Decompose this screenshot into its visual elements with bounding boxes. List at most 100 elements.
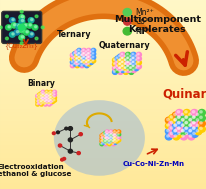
Circle shape <box>82 62 86 66</box>
Circle shape <box>115 64 119 69</box>
Bar <box>0 7 206 8</box>
Circle shape <box>107 131 111 135</box>
Circle shape <box>173 130 176 132</box>
Circle shape <box>40 92 41 94</box>
Circle shape <box>168 120 175 126</box>
Bar <box>0 71 206 72</box>
Circle shape <box>51 94 54 98</box>
Circle shape <box>112 62 117 67</box>
Circle shape <box>91 52 95 56</box>
Circle shape <box>197 120 204 127</box>
Circle shape <box>40 103 42 105</box>
Circle shape <box>123 62 128 67</box>
Bar <box>0 87 206 88</box>
Circle shape <box>107 134 111 137</box>
Bar <box>0 174 206 175</box>
Circle shape <box>27 23 32 28</box>
Circle shape <box>87 52 91 56</box>
Circle shape <box>111 137 115 140</box>
Bar <box>0 8 206 9</box>
Bar <box>0 55 206 56</box>
Circle shape <box>179 112 186 118</box>
Circle shape <box>113 133 117 136</box>
Bar <box>0 11 206 12</box>
Circle shape <box>109 139 112 142</box>
Circle shape <box>115 65 117 67</box>
Circle shape <box>43 97 47 101</box>
Circle shape <box>129 63 131 64</box>
Bar <box>0 58 206 59</box>
Bar <box>0 57 206 58</box>
Circle shape <box>49 99 51 101</box>
Circle shape <box>35 37 38 40</box>
Circle shape <box>134 63 136 65</box>
Bar <box>0 181 206 182</box>
Circle shape <box>131 68 136 73</box>
Circle shape <box>26 31 28 33</box>
Circle shape <box>113 67 115 68</box>
Circle shape <box>173 129 176 132</box>
Circle shape <box>117 131 118 132</box>
Circle shape <box>128 66 133 71</box>
Circle shape <box>78 56 80 57</box>
Circle shape <box>49 96 52 99</box>
Circle shape <box>71 57 73 59</box>
Circle shape <box>87 62 91 66</box>
Circle shape <box>48 98 49 99</box>
Circle shape <box>124 71 126 72</box>
Bar <box>0 20 206 21</box>
Circle shape <box>129 67 131 69</box>
Bar <box>0 31 206 32</box>
Circle shape <box>126 57 128 59</box>
Circle shape <box>40 103 43 106</box>
Bar <box>0 75 206 76</box>
Bar <box>0 68 206 69</box>
Circle shape <box>28 32 34 37</box>
Circle shape <box>191 122 194 124</box>
Bar <box>0 138 206 139</box>
Circle shape <box>109 139 111 140</box>
Circle shape <box>108 138 109 139</box>
Circle shape <box>175 115 182 121</box>
Circle shape <box>51 97 54 101</box>
Circle shape <box>186 123 193 129</box>
Circle shape <box>117 136 118 138</box>
Circle shape <box>47 94 51 98</box>
Bar <box>0 3 206 4</box>
Bar <box>0 98 206 99</box>
Bar <box>0 188 206 189</box>
Bar <box>0 84 206 85</box>
Circle shape <box>80 51 82 52</box>
Circle shape <box>19 28 25 33</box>
Circle shape <box>73 59 75 61</box>
Bar <box>0 116 206 117</box>
Circle shape <box>187 128 194 134</box>
Circle shape <box>104 132 105 133</box>
Circle shape <box>176 131 182 137</box>
Circle shape <box>111 140 113 142</box>
Circle shape <box>91 59 95 63</box>
Circle shape <box>118 63 120 64</box>
Circle shape <box>131 64 136 69</box>
Bar <box>0 45 206 46</box>
Circle shape <box>186 129 193 135</box>
Bar <box>0 101 206 102</box>
Circle shape <box>114 136 115 137</box>
Circle shape <box>104 135 105 136</box>
Circle shape <box>180 130 183 132</box>
Circle shape <box>101 138 105 142</box>
Circle shape <box>41 99 45 102</box>
Circle shape <box>121 53 122 55</box>
Circle shape <box>183 120 190 126</box>
Circle shape <box>82 60 84 61</box>
Bar <box>0 60 206 61</box>
Bar <box>0 152 206 153</box>
Circle shape <box>47 94 51 98</box>
Circle shape <box>42 91 43 92</box>
Circle shape <box>92 60 93 61</box>
Circle shape <box>32 25 38 30</box>
Circle shape <box>105 139 109 142</box>
Circle shape <box>52 92 53 94</box>
Circle shape <box>176 120 182 126</box>
Circle shape <box>134 59 136 61</box>
